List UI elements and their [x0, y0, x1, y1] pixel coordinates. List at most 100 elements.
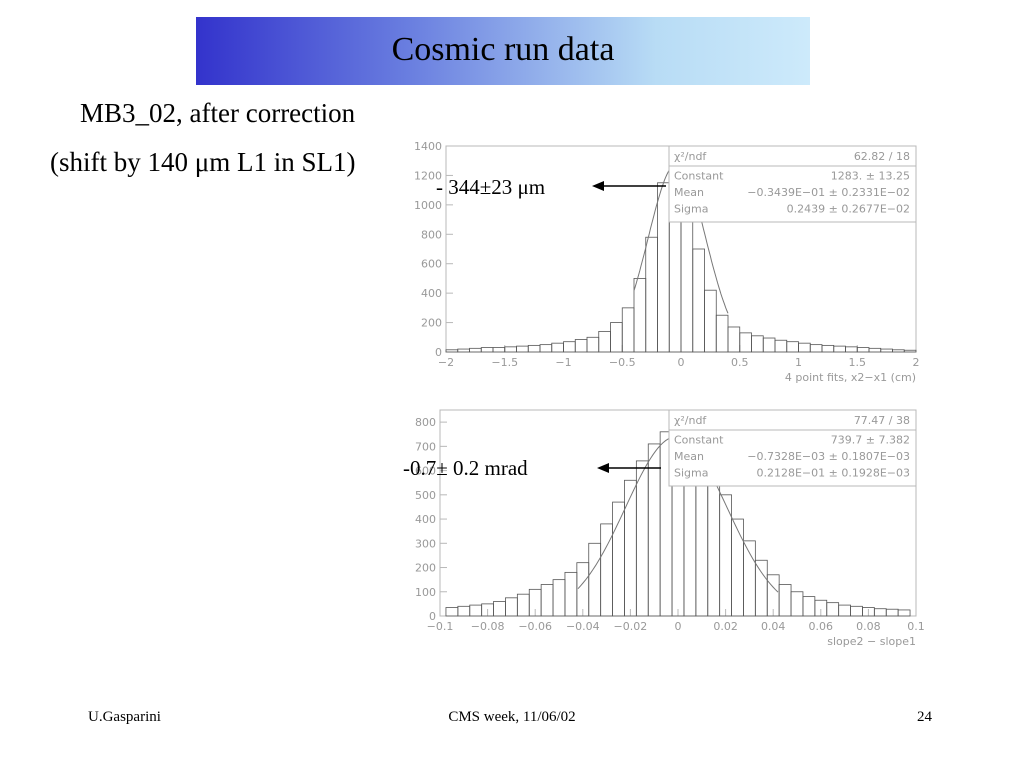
- y-tick-label: 1400: [414, 140, 442, 153]
- y-tick-label: 400: [421, 287, 442, 300]
- histogram-bin: [868, 347, 882, 353]
- annotation-slope-shift: -0.7± 0.2 mrad: [403, 456, 528, 480]
- stats-label: Mean: [674, 450, 704, 463]
- footer-event: CMS week, 11/06/02: [448, 709, 576, 725]
- y-tick-label: 0: [435, 346, 442, 359]
- histogram-bin: [516, 593, 530, 617]
- histogram-bin: [574, 339, 588, 353]
- histogram-bin: [469, 347, 482, 353]
- histogram-bin: [621, 307, 635, 353]
- x-tick-label: 0.08: [856, 620, 881, 633]
- y-tick-label: 500: [415, 489, 436, 502]
- stats-label: Sigma: [674, 467, 708, 480]
- histogram-bin: [505, 597, 518, 617]
- stats-value: 0.2128E−01 ± 0.1928E−03: [756, 467, 910, 480]
- histogram-bin: [516, 345, 529, 353]
- histogram-bin: [457, 605, 471, 617]
- y-tick-label: 800: [415, 416, 436, 429]
- stats-value: 1283. ± 13.25: [831, 170, 910, 183]
- x-tick-label: −0.04: [566, 620, 600, 633]
- x-tick-label: 0: [675, 620, 682, 633]
- slide-title: Cosmic run data: [391, 31, 615, 68]
- stats-value: 739.7 ± 7.382: [831, 434, 910, 447]
- y-tick-label: 800: [421, 228, 442, 241]
- histogram-bin: [563, 341, 576, 353]
- histogram-slope-diff: 0 100 200 300 400 500 600 700 800 −0.1 −0.08 −0.06 −…: [415, 409, 925, 648]
- histogram-bin: [445, 349, 459, 353]
- x-tick-label: −0.02: [614, 620, 648, 633]
- y-tick-label: 600: [421, 258, 442, 271]
- histogram-bin: [802, 596, 816, 617]
- histogram-bin: [492, 347, 506, 353]
- histogram-bin: [731, 518, 744, 617]
- x-tick-label: −0.5: [609, 356, 636, 369]
- arrow-bottom: [597, 463, 661, 473]
- histogram-bin: [903, 349, 917, 353]
- stats-label: χ²/ndf: [674, 414, 707, 427]
- footer-page-number: 24: [917, 709, 932, 725]
- y-tick-label: 200: [421, 317, 442, 330]
- stats-value: 77.47 / 38: [854, 414, 910, 427]
- x-tick-label: 1.5: [849, 356, 867, 369]
- y-tick-label: 100: [415, 586, 436, 599]
- histogram-bin: [850, 605, 863, 617]
- histogram-bin: [798, 342, 811, 353]
- histogram-bin: [551, 342, 564, 353]
- stats-label: Sigma: [674, 203, 708, 216]
- stats-value: 0.2439 ± 0.2677E−02: [787, 203, 910, 216]
- histogram-bin: [445, 607, 459, 617]
- histogram-bin: [576, 562, 590, 617]
- x-tick-label: −0.1: [427, 620, 454, 633]
- histogram-bin: [838, 604, 851, 617]
- x-axis-label: 4 point fits, x2−x1 (cm): [785, 371, 916, 384]
- y-tick-label: 300: [415, 537, 436, 550]
- x-tick-label: 0.06: [809, 620, 834, 633]
- x-tick-label: 2: [913, 356, 920, 369]
- stats-value: −0.7328E−03 ± 0.1807E−03: [747, 450, 910, 463]
- histogram-bin: [897, 609, 911, 617]
- histogram-bin: [598, 330, 611, 353]
- histogram-bin: [610, 322, 623, 353]
- stats-label: Constant: [674, 170, 724, 183]
- y-tick-label: 1000: [414, 199, 442, 212]
- x-tick-label: −0.08: [471, 620, 505, 633]
- y-tick-label: 600: [415, 465, 436, 478]
- y-tick-label: 1200: [414, 169, 442, 182]
- arrow-top: [592, 181, 666, 191]
- histogram-bin: [564, 571, 578, 617]
- x-tick-label: 0: [678, 356, 685, 369]
- x-tick-label: 0.1: [907, 620, 925, 633]
- histogram-bin: [715, 314, 729, 353]
- histogram-bin: [645, 236, 658, 353]
- histogram-bin: [845, 346, 858, 353]
- histogram-bin: [586, 336, 600, 353]
- histogram-bin: [892, 349, 905, 353]
- histogram-bin: [552, 579, 566, 617]
- x-tick-label: 0.04: [761, 620, 786, 633]
- y-tick-label: 0: [429, 610, 436, 623]
- x-tick-label: −1: [555, 356, 571, 369]
- histogram-bin: [704, 289, 717, 353]
- histogram-bin: [527, 344, 541, 353]
- stats-value: −0.3439E−01 ± 0.2331E−02: [747, 186, 910, 199]
- histogram-bin: [809, 344, 823, 353]
- histogram-bin: [786, 341, 799, 353]
- footer-author: U.Gasparini: [88, 709, 161, 725]
- histogram-bin: [774, 339, 788, 353]
- histogram-bin: [833, 345, 846, 353]
- histogram-bin: [480, 347, 494, 353]
- histogram-bin: [754, 559, 768, 617]
- histogram-bin: [707, 470, 721, 617]
- histogram-bin: [856, 347, 870, 353]
- histogram-bin: [493, 601, 506, 617]
- y-tick-label: 200: [415, 562, 436, 575]
- title-banner: [196, 17, 810, 85]
- histogram-bin: [635, 460, 649, 617]
- y-tick-label: 700: [415, 440, 436, 453]
- histogram-bin: [739, 332, 752, 353]
- stats-value: 62.82 / 18: [854, 150, 910, 163]
- histogram-bin: [612, 501, 625, 617]
- stats-box: [668, 145, 917, 223]
- histogram-bin: [826, 602, 840, 617]
- x-axis-label: slope2 − slope1: [827, 635, 916, 648]
